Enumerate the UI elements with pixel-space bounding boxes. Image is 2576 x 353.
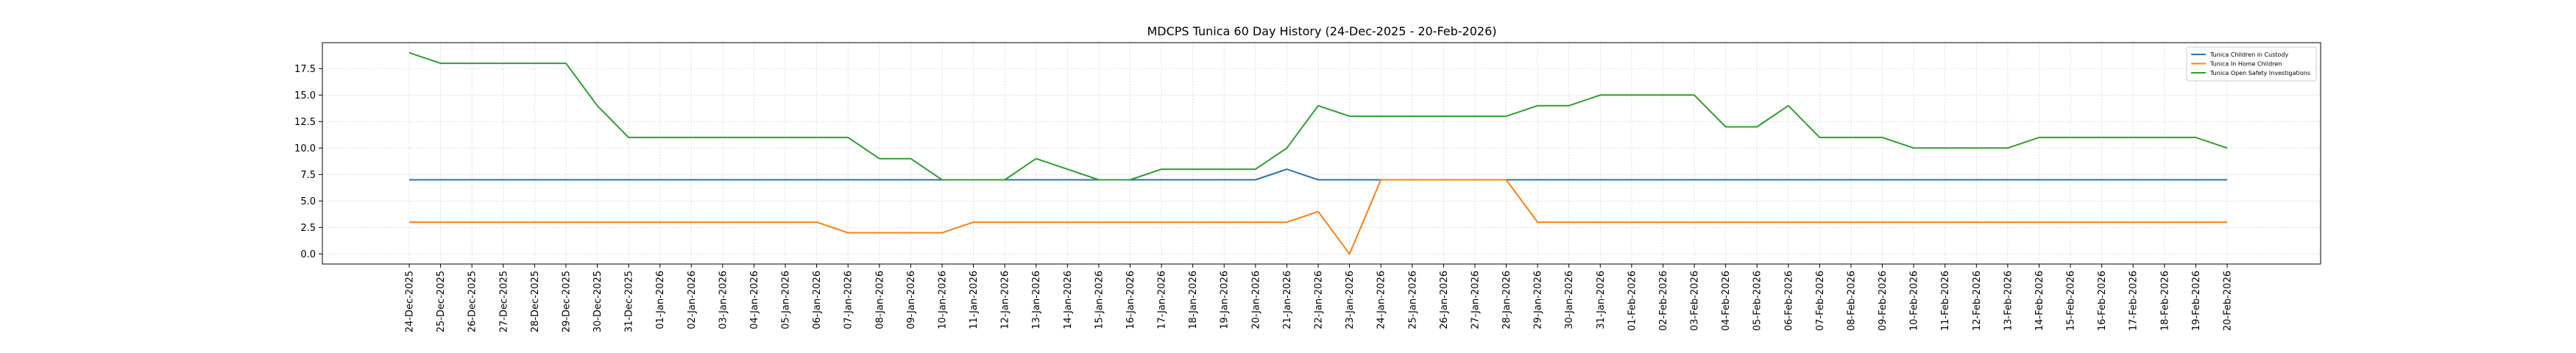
y-tick-label: 10.0 — [294, 143, 316, 154]
x-tick-label: 29-Jan-2026 — [1533, 271, 1544, 329]
y-tick-label: 7.5 — [300, 170, 316, 181]
x-tick-label: 20-Feb-2026 — [2223, 271, 2234, 331]
series-lines — [408, 51, 2228, 255]
x-tick-label: 17-Jan-2026 — [1157, 271, 1168, 329]
x-tick-label: 02-Jan-2026 — [687, 271, 698, 329]
x-tick-label: 09-Jan-2026 — [906, 271, 917, 329]
y-tick-label: 12.5 — [294, 117, 316, 128]
legend-label: Tunica Open Safety Investigations — [2209, 70, 2310, 76]
legend-label: Tunica Children in Custody — [2209, 51, 2288, 58]
x-tick-label: 15-Jan-2026 — [1094, 271, 1105, 329]
x-tick-label: 26-Dec-2025 — [467, 271, 478, 332]
legend-box — [2186, 46, 2317, 82]
x-tick-label: 01-Feb-2026 — [1627, 271, 1638, 331]
series-line-0 — [409, 168, 2227, 181]
x-tick-label: 31-Dec-2025 — [624, 271, 635, 332]
x-tick-label: 16-Jan-2026 — [1125, 271, 1136, 329]
x-tick-label: 13-Feb-2026 — [2003, 271, 2014, 331]
x-tick-label: 12-Jan-2026 — [1000, 271, 1011, 329]
x-tick-label: 11-Jan-2026 — [969, 271, 980, 329]
series-line-2 — [408, 51, 2228, 181]
x-tick-label: 04-Feb-2026 — [1721, 271, 1732, 331]
x-axis: 24-Dec-2025 25-Dec-2025 26-Dec-2025 27-Dec-… — [405, 264, 2234, 332]
x-tick-label: 27-Jan-2026 — [1470, 271, 1481, 329]
x-tick-label: 28-Jan-2026 — [1501, 271, 1512, 329]
x-tick-label: 28-Dec-2025 — [530, 271, 541, 332]
x-tick-label: 21-Jan-2026 — [1282, 271, 1293, 329]
x-tick-label: 18-Feb-2026 — [2159, 271, 2170, 331]
x-tick-label: 14-Jan-2026 — [1063, 271, 1074, 329]
x-tick-label: 13-Jan-2026 — [1031, 271, 1042, 329]
x-tick-label: 25-Dec-2025 — [436, 271, 447, 332]
x-tick-label: 24-Dec-2025 — [405, 271, 416, 332]
x-tick-label: 05-Jan-2026 — [781, 271, 792, 329]
x-tick-label: 18-Jan-2026 — [1188, 271, 1199, 329]
x-tick-label: 02-Feb-2026 — [1658, 271, 1669, 331]
x-tick-label: 08-Jan-2026 — [874, 271, 885, 329]
x-tick-label: 17-Feb-2026 — [2129, 271, 2140, 331]
x-tick-label: 10-Feb-2026 — [1909, 271, 1920, 331]
x-tick-label: 27-Dec-2025 — [498, 271, 509, 332]
x-tick-label: 12-Feb-2026 — [1972, 271, 1983, 331]
x-tick-label: 19-Jan-2026 — [1220, 271, 1231, 329]
x-tick-label: 06-Jan-2026 — [812, 271, 823, 329]
x-tick-label: 14-Feb-2026 — [2034, 271, 2045, 331]
x-tick-label: 05-Feb-2026 — [1752, 271, 1763, 331]
x-tick-label: 23-Jan-2026 — [1345, 271, 1356, 329]
x-tick-label: 10-Jan-2026 — [937, 271, 948, 329]
y-tick-label: 17.5 — [294, 64, 316, 75]
series-line-1 — [409, 179, 2227, 255]
x-tick-label: 25-Jan-2026 — [1407, 271, 1418, 329]
x-tick-label: 07-Feb-2026 — [1815, 271, 1826, 331]
x-tick-label: 06-Feb-2026 — [1783, 271, 1794, 331]
x-tick-label: 24-Jan-2026 — [1376, 271, 1387, 329]
x-tick-label: 01-Jan-2026 — [655, 271, 666, 329]
x-tick-label: 03-Jan-2026 — [718, 271, 729, 329]
x-tick-label: 07-Jan-2026 — [843, 271, 854, 329]
x-tick-label: 03-Feb-2026 — [1690, 271, 1701, 331]
y-tick-label: 0.0 — [300, 249, 316, 260]
x-tick-label: 11-Feb-2026 — [1940, 271, 1951, 331]
x-tick-label: 26-Jan-2026 — [1439, 271, 1450, 329]
x-tick-label: 04-Jan-2026 — [749, 271, 760, 329]
x-tick-label: 19-Feb-2026 — [2191, 271, 2202, 331]
x-tick-label: 16-Feb-2026 — [2097, 271, 2108, 331]
chart-title: MDCPS Tunica 60 Day History (24-Dec-2025… — [1147, 24, 1496, 38]
x-tick-label: 15-Feb-2026 — [2066, 271, 2077, 331]
y-tick-label: 5.0 — [300, 196, 316, 207]
x-tick-label: 29-Dec-2025 — [561, 271, 572, 332]
x-tick-label: 22-Jan-2026 — [1314, 271, 1325, 329]
y-tick-label: 15.0 — [294, 90, 316, 101]
grid — [322, 43, 2321, 264]
x-tick-label: 08-Feb-2026 — [1846, 271, 1857, 331]
y-axis: 0.0 2.5 5.0 7.5 10.0 12.5 15.0 17.5 — [294, 64, 322, 260]
x-tick-label: 20-Jan-2026 — [1250, 271, 1262, 329]
x-tick-label: 31-Jan-2026 — [1596, 271, 1607, 329]
legend-label: Tunica In Home Children — [2209, 61, 2282, 68]
legend: Tunica Children in Custody Tunica In Home… — [2186, 46, 2317, 82]
x-tick-label: 09-Feb-2026 — [1878, 271, 1889, 331]
x-tick-label: 30-Dec-2025 — [592, 271, 604, 332]
x-tick-label: 30-Jan-2026 — [1564, 271, 1575, 329]
plot-frame — [322, 42, 2321, 265]
y-tick-label: 2.5 — [300, 223, 316, 234]
